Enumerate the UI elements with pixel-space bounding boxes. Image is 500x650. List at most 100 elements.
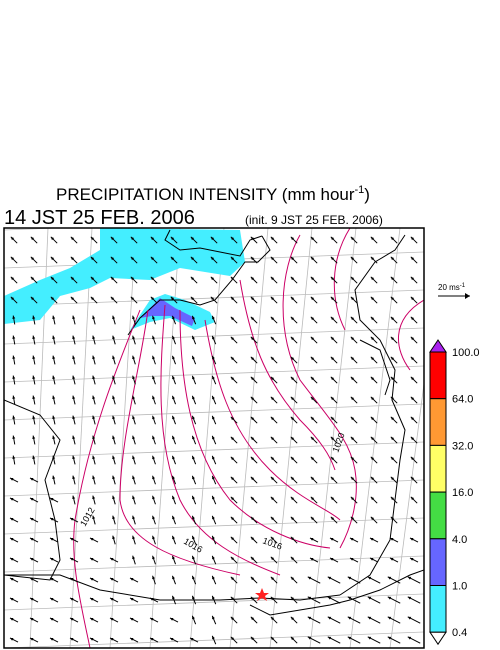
- wind-arrowhead: [172, 455, 175, 460]
- wind-arrowhead: [72, 315, 76, 320]
- wind-arrowhead: [369, 537, 374, 541]
- wind-arrowhead: [132, 355, 136, 360]
- wind-arrowhead: [110, 276, 115, 281]
- colorbar-label: 64.0: [452, 394, 473, 406]
- wind-arrowhead: [409, 537, 414, 541]
- wind-arrowhead: [290, 596, 295, 601]
- wind-arrowhead: [89, 617, 94, 621]
- wind-arrowhead: [132, 435, 136, 440]
- wind-arrowhead: [132, 315, 136, 320]
- wind-arrowhead: [92, 415, 96, 420]
- wind-arrowhead: [370, 316, 375, 321]
- wind-arrowhead: [89, 597, 94, 601]
- wind-arrowhead: [90, 256, 95, 261]
- wind-arrowhead: [192, 555, 195, 560]
- wind-arrowhead: [290, 556, 295, 561]
- wind-arrowhead: [72, 355, 76, 360]
- wind-arrowhead: [310, 256, 315, 261]
- wind-arrowhead: [112, 435, 116, 440]
- graticule-line: [389, 380, 424, 648]
- wind-arrowhead: [370, 236, 375, 241]
- wind-arrowhead: [32, 355, 36, 359]
- wind-arrowhead: [290, 616, 295, 621]
- wind-arrowhead: [212, 515, 215, 520]
- wind-arrowhead: [112, 335, 116, 340]
- wind-arrowhead: [192, 315, 195, 320]
- wind-arrowhead: [192, 375, 195, 380]
- wind-arrowhead: [92, 395, 96, 400]
- wind-arrowhead: [90, 276, 95, 281]
- wind-arrowhead: [330, 476, 335, 481]
- wind-arrowhead: [49, 577, 54, 581]
- wind-arrowhead: [270, 236, 275, 241]
- wind-arrowhead: [70, 236, 75, 241]
- wind-arrowhead: [270, 376, 275, 381]
- wind-arrowhead: [192, 535, 195, 540]
- wind-arrowhead: [410, 396, 415, 401]
- wind-arrowhead: [132, 395, 136, 400]
- wind-arrowhead: [230, 296, 235, 301]
- wind-arrowhead: [230, 636, 235, 641]
- wind-arrowhead: [270, 276, 275, 281]
- wind-arrowhead: [49, 537, 54, 541]
- wind-arrowhead: [32, 375, 36, 379]
- wind-arrowhead: [310, 496, 315, 501]
- wind-arrowhead: [390, 516, 395, 521]
- graticule-line: [4, 327, 424, 345]
- wind-arrowhead: [290, 256, 295, 261]
- wind-arrowhead: [172, 315, 175, 320]
- wind-arrowhead: [290, 316, 295, 321]
- wind-arrowhead: [290, 396, 295, 401]
- wind-arrowhead: [290, 496, 295, 501]
- wind-arrowhead: [350, 276, 355, 281]
- wind-arrowhead: [310, 396, 315, 401]
- wind-arrowhead: [330, 256, 335, 261]
- wind-arrowhead: [29, 637, 34, 641]
- wind-arrowhead: [307, 596, 312, 600]
- colorbar-over: [429, 339, 447, 353]
- graticule-line: [470, 228, 500, 648]
- wind-arrowhead: [172, 515, 175, 520]
- wind-arrowhead: [12, 455, 16, 459]
- wind-arrowhead: [30, 236, 35, 241]
- wind-arrowhead: [350, 356, 355, 361]
- wind-arrowhead: [330, 516, 335, 521]
- wind-arrowhead: [49, 597, 54, 601]
- wind-arrowhead: [172, 595, 175, 600]
- wind-arrowhead: [250, 256, 255, 261]
- wind-arrowhead: [330, 336, 335, 341]
- wind-arrowhead: [230, 576, 235, 581]
- wind-arrowhead: [90, 236, 95, 241]
- wind-arrowhead: [92, 355, 96, 360]
- title: PRECIPITATION INTENSITY (mm hour-1): [56, 184, 370, 204]
- graticule-line: [269, 228, 313, 648]
- wind-arrowhead: [410, 436, 415, 441]
- wind-arrowhead: [212, 555, 215, 560]
- wind-arrowhead: [410, 316, 415, 321]
- wind-arrowhead: [290, 536, 295, 541]
- wind-arrowhead: [230, 276, 235, 281]
- wind-arrowhead: [32, 335, 36, 339]
- wind-arrowhead: [92, 375, 96, 380]
- wind-arrowhead: [49, 617, 54, 621]
- wind-arrowhead: [230, 496, 235, 501]
- wind-arrowhead: [132, 535, 136, 540]
- wind-arrowhead: [69, 557, 74, 561]
- wind-arrowhead: [52, 335, 56, 340]
- wind-arrowhead: [330, 396, 335, 401]
- wind-arrowhead: [172, 495, 175, 500]
- wind-arrowhead: [270, 616, 275, 621]
- wind-arrowhead: [330, 416, 335, 421]
- wind-arrowhead: [350, 396, 355, 401]
- wind-arrowhead: [350, 236, 355, 241]
- wind-arrowhead: [310, 436, 315, 441]
- wind-arrowhead: [350, 496, 355, 501]
- graticule-line: [4, 403, 424, 421]
- wind-arrowhead: [152, 535, 156, 540]
- wind-arrowhead: [10, 236, 15, 241]
- wind-arrowhead: [390, 436, 395, 441]
- colorbar-segment: [429, 538, 447, 586]
- wind-arrowhead: [270, 336, 275, 341]
- wind-arrowhead: [12, 395, 16, 399]
